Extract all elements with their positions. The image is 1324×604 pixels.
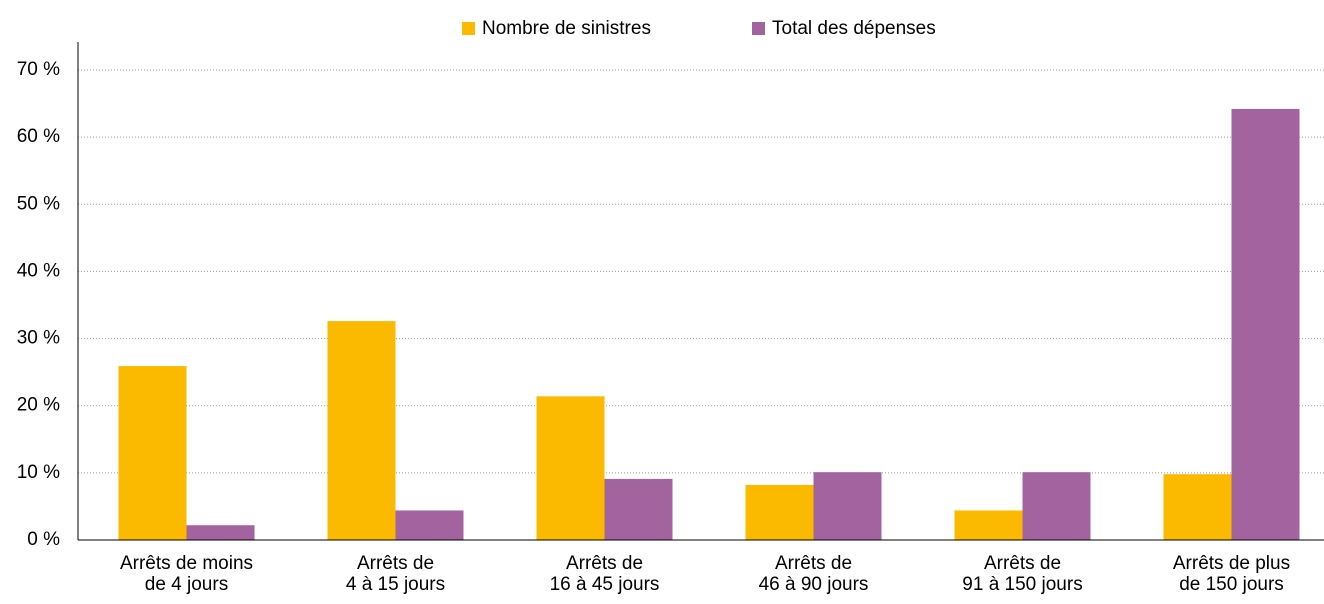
y-tick-label: 20 % xyxy=(17,395,60,416)
x-tick-label: Arrêts de 46 à 90 jours xyxy=(758,553,869,595)
y-tick-label: 70 % xyxy=(17,59,60,80)
x-tick-label: Arrêts de moins de 4 jours xyxy=(119,553,254,595)
bar xyxy=(745,484,814,540)
y-tick-label: 50 % xyxy=(17,193,60,214)
legend-swatch xyxy=(462,22,475,35)
x-tick-label: Arrêts de 16 à 45 jours xyxy=(549,553,660,595)
bar xyxy=(1163,474,1232,540)
bar xyxy=(327,321,396,540)
bar xyxy=(813,472,882,540)
bar xyxy=(186,525,255,540)
bar xyxy=(954,510,1023,540)
legend-swatch xyxy=(752,22,765,35)
y-tick-label: 60 % xyxy=(17,126,60,147)
x-tick-label: Arrêts de 91 à 150 jours xyxy=(962,553,1083,595)
bar xyxy=(395,510,464,540)
bar xyxy=(1022,472,1091,540)
legend-label: Total des dépenses xyxy=(772,18,936,39)
y-tick-label: 10 % xyxy=(17,462,60,483)
y-tick-label: 0 % xyxy=(27,529,60,550)
legend-label: Nombre de sinistres xyxy=(482,18,651,39)
x-tick-label: Arrêts de 4 à 15 jours xyxy=(345,553,446,595)
x-tick-label: Arrêts de plus de 150 jours xyxy=(1172,553,1291,595)
y-tick-label: 30 % xyxy=(17,328,60,349)
bar xyxy=(604,478,673,540)
y-tick-label: 40 % xyxy=(17,260,60,281)
bar xyxy=(536,396,605,540)
bar xyxy=(118,366,187,540)
bar xyxy=(1231,108,1300,540)
